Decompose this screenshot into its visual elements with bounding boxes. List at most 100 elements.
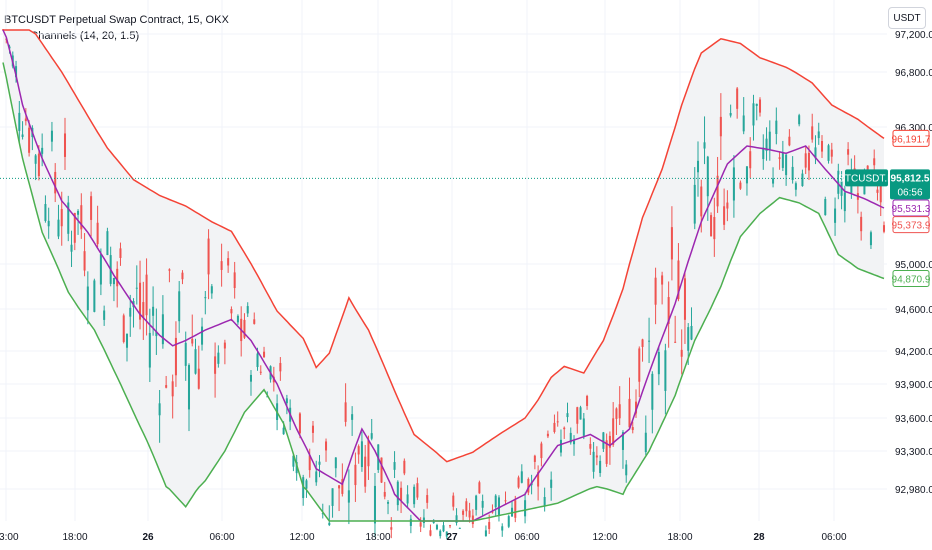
candle	[882, 221, 886, 234]
candle-body	[158, 403, 161, 416]
candle-body	[201, 326, 204, 345]
candle-body	[318, 461, 321, 465]
candle	[318, 455, 321, 478]
candle	[383, 481, 386, 500]
candle	[204, 290, 207, 315]
time-tick-label: 06:00	[514, 532, 539, 543]
candle-body	[683, 278, 686, 320]
candle-body	[667, 297, 670, 324]
candle-body	[553, 422, 556, 432]
candle-body	[648, 340, 651, 342]
candle-body	[670, 227, 673, 260]
candle-body	[550, 479, 553, 488]
candle	[400, 481, 403, 514]
time-tick-label: 12:00	[592, 532, 617, 543]
candle-body	[344, 402, 347, 422]
candle-body	[615, 408, 618, 419]
candle	[230, 306, 233, 322]
candle-body	[77, 210, 80, 215]
candle	[106, 227, 109, 256]
candle	[409, 514, 412, 534]
candle	[484, 525, 487, 537]
currency-button[interactable]: USDT	[888, 7, 926, 29]
candle-body	[755, 103, 758, 106]
candle-body	[387, 502, 390, 504]
candle	[191, 314, 194, 347]
candle-body	[145, 274, 148, 316]
candle-body	[533, 455, 536, 462]
candle-body	[86, 286, 89, 311]
candle-body	[758, 99, 762, 113]
candle-body	[282, 427, 285, 435]
candle-body	[475, 495, 478, 510]
candle-body	[882, 225, 886, 232]
candle	[608, 431, 611, 465]
candle	[227, 251, 230, 273]
candle	[86, 271, 89, 325]
candle	[249, 370, 252, 396]
price-label-box	[892, 270, 930, 288]
candle-body	[644, 432, 647, 453]
price-label: 94,870.9	[892, 270, 931, 288]
candle-body	[752, 103, 755, 126]
candle	[517, 475, 520, 489]
candle-body	[165, 385, 168, 388]
candle	[696, 141, 700, 197]
candle-body	[18, 112, 21, 131]
candle	[556, 411, 559, 427]
candle-body	[654, 277, 657, 305]
candle	[768, 120, 771, 161]
candle-body	[63, 133, 67, 157]
candle-body	[311, 425, 314, 433]
candle-body	[197, 368, 200, 389]
symbol-badge-text: BTCUSDT.P	[838, 173, 894, 184]
candle-body	[566, 413, 569, 418]
candle-body	[181, 272, 184, 280]
candle	[77, 209, 80, 235]
symbol-title[interactable]: BTCUSDT Perpetual Swap Contract, 15, OKX	[4, 14, 229, 26]
price-tick-label: 93,900.0	[895, 380, 932, 391]
candle	[99, 248, 102, 296]
candle-body	[249, 374, 252, 382]
candle-body	[50, 130, 53, 142]
candle	[125, 333, 129, 362]
price-tick-label: 97,200.0	[895, 30, 932, 41]
candle	[762, 134, 765, 170]
candle	[719, 93, 722, 161]
candle	[263, 346, 266, 359]
candle	[860, 211, 863, 241]
candle-body	[703, 142, 706, 149]
candle-body	[380, 457, 383, 483]
candle-body	[638, 348, 641, 382]
candle	[612, 402, 615, 447]
candle-body	[726, 202, 729, 209]
candle-body	[729, 113, 732, 116]
candle-body	[207, 238, 210, 275]
candle-body	[563, 427, 566, 430]
channel-fill	[3, 30, 884, 521]
candle	[360, 431, 363, 472]
candle	[635, 389, 638, 418]
candle	[475, 494, 478, 516]
candle-body	[455, 515, 458, 523]
candle-body	[641, 339, 644, 347]
candle	[501, 523, 504, 537]
candle-body	[863, 179, 866, 195]
candle-body	[406, 494, 409, 504]
candle	[445, 531, 448, 540]
candle-body	[484, 530, 487, 537]
candle-body	[413, 486, 416, 505]
candle-body	[367, 439, 370, 467]
candle-body	[178, 291, 181, 322]
candle-body	[37, 153, 40, 177]
candle	[559, 429, 562, 457]
candle	[174, 321, 177, 387]
candle-body	[263, 351, 266, 358]
candle	[243, 313, 246, 340]
candle-body	[419, 522, 422, 527]
candle	[742, 97, 745, 135]
price-label-box	[892, 216, 930, 234]
candle	[96, 205, 99, 248]
candle	[553, 414, 556, 434]
